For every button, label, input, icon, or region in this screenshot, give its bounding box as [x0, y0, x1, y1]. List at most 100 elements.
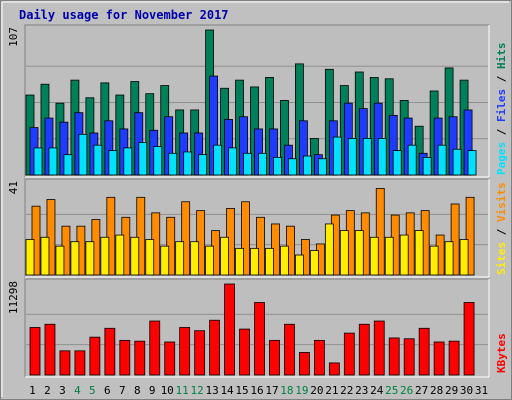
- bar-kbytes-day-9: [149, 320, 161, 376]
- bar-sites-day-1: [25, 239, 35, 276]
- legend-entry: Hits: [495, 43, 508, 70]
- bar-sites-day-15: [235, 247, 244, 276]
- bar-kbytes-day-7: [119, 339, 131, 376]
- legend-entry: /: [495, 122, 508, 142]
- x-tick-label-day-20: 20: [310, 384, 323, 397]
- x-tick-label-day-4: 4: [74, 384, 81, 397]
- bar-kbytes-day-22: [343, 332, 355, 376]
- bar-sites-day-29: [444, 241, 454, 276]
- x-tick-label-day-6: 6: [104, 384, 111, 397]
- bar-visits-day-29: [450, 203, 460, 276]
- bar-kbytes-day-13: [209, 319, 221, 376]
- bar-kbytes-day-21: [328, 362, 340, 376]
- bar-kbytes-day-1: [29, 327, 41, 376]
- x-tick-label-day-9: 9: [149, 384, 156, 397]
- bar-sites-day-11: [175, 241, 185, 276]
- x-tick-label-day-3: 3: [59, 384, 66, 397]
- x-tick-label-day-2: 2: [44, 384, 51, 397]
- bar-sites-day-21: [324, 223, 334, 276]
- x-tick-label-day-25: 25: [385, 384, 398, 397]
- bar-pages-day-29: [452, 148, 462, 176]
- bar-pages-day-6: [108, 150, 118, 176]
- bar-visits-day-8: [136, 196, 146, 276]
- bar-pages-day-24: [377, 138, 387, 176]
- x-tick-label-day-11: 11: [176, 384, 189, 397]
- bar-kbytes-day-28: [433, 341, 445, 376]
- bar-pages-day-18: [288, 158, 297, 176]
- bar-pages-day-3: [63, 154, 73, 176]
- x-tick-label-day-16: 16: [250, 384, 263, 397]
- x-tick-label-day-10: 10: [161, 384, 174, 397]
- bar-sites-day-9: [145, 239, 155, 276]
- x-tick-label-day-21: 21: [325, 384, 338, 397]
- x-tick-label-day-31: 31: [475, 384, 488, 397]
- x-tick-label-day-23: 23: [355, 384, 368, 397]
- bar-sites-day-5: [85, 241, 95, 276]
- bar-pages-day-21: [332, 136, 342, 176]
- x-tick-label-day-12: 12: [191, 384, 204, 397]
- bar-kbytes-day-5: [89, 336, 101, 376]
- x-tick-label-day-7: 7: [119, 384, 126, 397]
- bar-kbytes-day-12: [194, 330, 206, 376]
- bar-pages-day-25: [392, 150, 402, 176]
- bar-pages-day-30: [467, 150, 477, 176]
- bar-pages-day-9: [153, 146, 163, 176]
- bar-kbytes-day-6: [104, 327, 116, 376]
- bar-kbytes-day-27: [418, 327, 430, 376]
- bar-pages-day-10: [168, 152, 178, 176]
- bar-kbytes-day-29: [448, 340, 460, 376]
- bar-sites-day-2: [40, 236, 50, 276]
- legend-entry: Files: [495, 89, 508, 122]
- bar-kbytes-day-30: [463, 302, 475, 376]
- x-tick-label-day-13: 13: [205, 384, 218, 397]
- bar-visits-day-30: [465, 196, 475, 276]
- bar-sites-day-16: [250, 247, 259, 276]
- bar-pages-day-11: [183, 151, 193, 176]
- bar-pages-day-13: [213, 144, 223, 176]
- bar-kbytes-day-10: [164, 341, 176, 376]
- bar-kbytes-day-14: [224, 283, 235, 376]
- bar-sites-day-23: [354, 230, 364, 276]
- x-tick-label-day-1: 1: [29, 384, 36, 397]
- legend-kbytes: KBytes: [495, 333, 508, 373]
- bar-sites-day-30: [459, 239, 469, 276]
- x-tick-label-day-15: 15: [235, 384, 248, 397]
- bar-pages-day-15: [243, 152, 252, 176]
- bar-pages-day-17: [273, 156, 282, 176]
- bar-pages-day-1: [33, 147, 43, 176]
- bar-kbytes-day-20: [313, 339, 325, 376]
- bar-sites-day-25: [384, 236, 394, 276]
- bar-visits-day-11: [181, 201, 191, 276]
- x-tick-label-day-5: 5: [89, 384, 96, 397]
- chart-panels: 107 Pages / Files / Hits 41 Sites / Visits 1…: [7, 24, 508, 378]
- bar-sites-day-19: [295, 254, 304, 276]
- bar-pages-day-7: [123, 147, 133, 176]
- x-tick-label-day-27: 27: [415, 384, 428, 397]
- legend-entry: Visits: [495, 182, 508, 222]
- bar-pages-day-12: [198, 154, 208, 176]
- bar-pages-day-5: [93, 144, 103, 176]
- bar-visits-day-15: [241, 201, 250, 276]
- bar-sites-day-4: [70, 241, 80, 276]
- bar-kbytes-day-11: [179, 327, 191, 376]
- legend-entry: /: [495, 69, 508, 89]
- bar-sites-day-6: [100, 236, 110, 276]
- bar-sites-day-28: [429, 245, 439, 276]
- legend-visits-sites: Sites / Visits: [495, 182, 508, 275]
- bar-pages-day-23: [362, 138, 372, 176]
- legend-entry: KBytes: [495, 333, 508, 373]
- x-tick-label-day-18: 18: [280, 384, 293, 397]
- bar-kbytes-day-17: [269, 339, 280, 376]
- x-tick-label-day-26: 26: [400, 384, 413, 397]
- bar-sites-day-3: [55, 245, 65, 276]
- bar-pages-day-22: [347, 138, 357, 176]
- bar-kbytes-day-26: [403, 338, 415, 376]
- x-tick-label-day-19: 19: [295, 384, 308, 397]
- bar-kbytes-day-19: [299, 352, 310, 376]
- x-tick-label-day-8: 8: [134, 384, 141, 397]
- bar-pages-day-20: [317, 158, 327, 176]
- x-tick-label-day-24: 24: [370, 384, 384, 397]
- x-tick-label-day-29: 29: [445, 384, 458, 397]
- bar-visits-day-16: [256, 216, 265, 276]
